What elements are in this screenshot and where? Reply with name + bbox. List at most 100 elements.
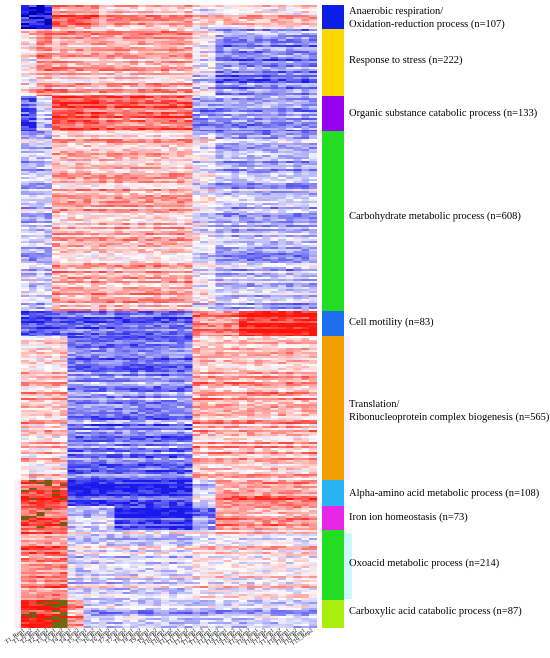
- heatmap-cell: [254, 245, 263, 247]
- heatmap-cell: [44, 13, 53, 15]
- heatmap-cell: [153, 49, 162, 51]
- heatmap-cell: [223, 169, 232, 171]
- heatmap-cell: [28, 183, 37, 185]
- heatmap-cluster-block: [21, 96, 317, 131]
- heatmap-cell: [301, 37, 310, 39]
- heatmap-cell: [122, 199, 131, 201]
- heatmap-cell: [130, 19, 139, 21]
- heatmap-cell: [59, 163, 69, 165]
- heatmap-cell: [36, 37, 45, 39]
- heatmap-cell: [239, 37, 248, 39]
- heatmap-cell: [207, 43, 217, 45]
- heatmap-cell: [293, 59, 302, 61]
- heatmap-cell: [309, 257, 317, 259]
- heatmap-cell: [44, 31, 53, 33]
- heatmap-cell: [137, 235, 147, 237]
- heatmap-cell: [106, 205, 115, 207]
- heatmap-cell: [169, 25, 178, 27]
- heatmap-cell: [270, 31, 279, 33]
- heatmap-cell: [200, 124, 209, 126]
- heatmap-cell: [176, 63, 185, 65]
- heatmap-cell: [169, 91, 178, 93]
- heatmap-cell: [21, 223, 30, 225]
- heatmap-cell: [207, 223, 217, 225]
- heatmap-cell: [83, 259, 92, 261]
- heatmap-cell: [36, 183, 45, 185]
- heatmap-cell: [223, 71, 232, 73]
- heatmap-cell: [270, 79, 279, 81]
- heatmap-cell: [309, 122, 317, 124]
- heatmap-cell: [161, 135, 170, 137]
- heatmap-cell: [293, 73, 302, 75]
- heatmap-cell: [114, 175, 123, 177]
- heatmap-cell: [44, 25, 53, 27]
- heatmap-cell: [114, 139, 123, 141]
- heatmap-cell: [67, 122, 76, 124]
- heatmap-cell: [301, 191, 310, 193]
- heatmap-cell: [301, 83, 310, 85]
- heatmap-cell: [207, 225, 217, 227]
- heatmap-cell: [106, 147, 115, 149]
- heatmap-cell: [145, 213, 154, 215]
- heatmap-cell: [91, 59, 100, 61]
- heatmap-cell: [59, 65, 69, 67]
- heatmap-cell: [215, 55, 224, 57]
- heatmap-cell: [231, 221, 240, 223]
- heatmap-cell: [184, 149, 193, 151]
- heatmap-cell: [270, 137, 279, 139]
- heatmap-cell: [28, 33, 37, 35]
- heatmap-cell: [145, 201, 154, 203]
- heatmap-cell: [270, 33, 279, 35]
- heatmap-cell: [169, 67, 178, 69]
- heatmap-cell: [91, 263, 100, 265]
- heatmap-cell: [122, 203, 131, 205]
- heatmap-cell: [28, 213, 37, 215]
- heatmap-cell: [285, 43, 295, 45]
- heatmap-cell: [215, 171, 224, 173]
- heatmap-cell: [52, 213, 61, 215]
- heatmap-cell: [278, 91, 287, 93]
- heatmap-cell: [130, 257, 139, 259]
- heatmap-cell: [207, 73, 217, 75]
- heatmap-cell: [285, 219, 295, 221]
- heatmap-cell: [106, 203, 115, 205]
- heatmap-cell: [91, 118, 100, 120]
- heatmap-cell: [246, 221, 256, 223]
- heatmap-cell: [137, 112, 147, 114]
- heatmap-cell: [44, 83, 53, 85]
- heatmap-cell: [145, 75, 154, 77]
- heatmap-cell: [231, 77, 240, 79]
- heatmap-cell: [137, 11, 147, 13]
- heatmap-cell: [246, 51, 256, 53]
- heatmap-cell: [262, 45, 271, 47]
- heatmap-cell: [309, 31, 317, 33]
- heatmap-cell: [153, 47, 162, 49]
- heatmap-cell: [184, 251, 193, 253]
- heatmap-cell: [169, 27, 178, 29]
- heatmap-cell: [246, 205, 256, 207]
- heatmap-cell: [223, 207, 232, 209]
- heatmap-cell: [98, 209, 108, 211]
- heatmap-cell: [161, 112, 170, 114]
- heatmap-cell: [262, 183, 271, 185]
- heatmap-cell: [21, 255, 30, 257]
- heatmap-cell: [215, 141, 224, 143]
- heatmap-cell: [184, 55, 193, 57]
- heatmap-cell: [137, 163, 147, 165]
- heatmap-cell: [44, 39, 53, 41]
- heatmap-cell: [161, 235, 170, 237]
- heatmap-cell: [28, 155, 37, 157]
- heatmap-cell: [176, 17, 185, 19]
- heatmap-cell: [309, 149, 317, 151]
- heatmap-cell: [223, 116, 232, 118]
- heatmap-cell: [36, 241, 45, 243]
- heatmap-cell: [192, 207, 201, 209]
- heatmap-cell: [130, 15, 139, 17]
- heatmap-cell: [114, 247, 123, 249]
- heatmap-cell: [59, 157, 69, 159]
- heatmap-cell: [215, 110, 224, 112]
- heatmap-cell: [301, 29, 310, 31]
- heatmap-cell: [309, 207, 317, 209]
- heatmap-cell: [231, 33, 240, 35]
- heatmap-cell: [192, 114, 201, 116]
